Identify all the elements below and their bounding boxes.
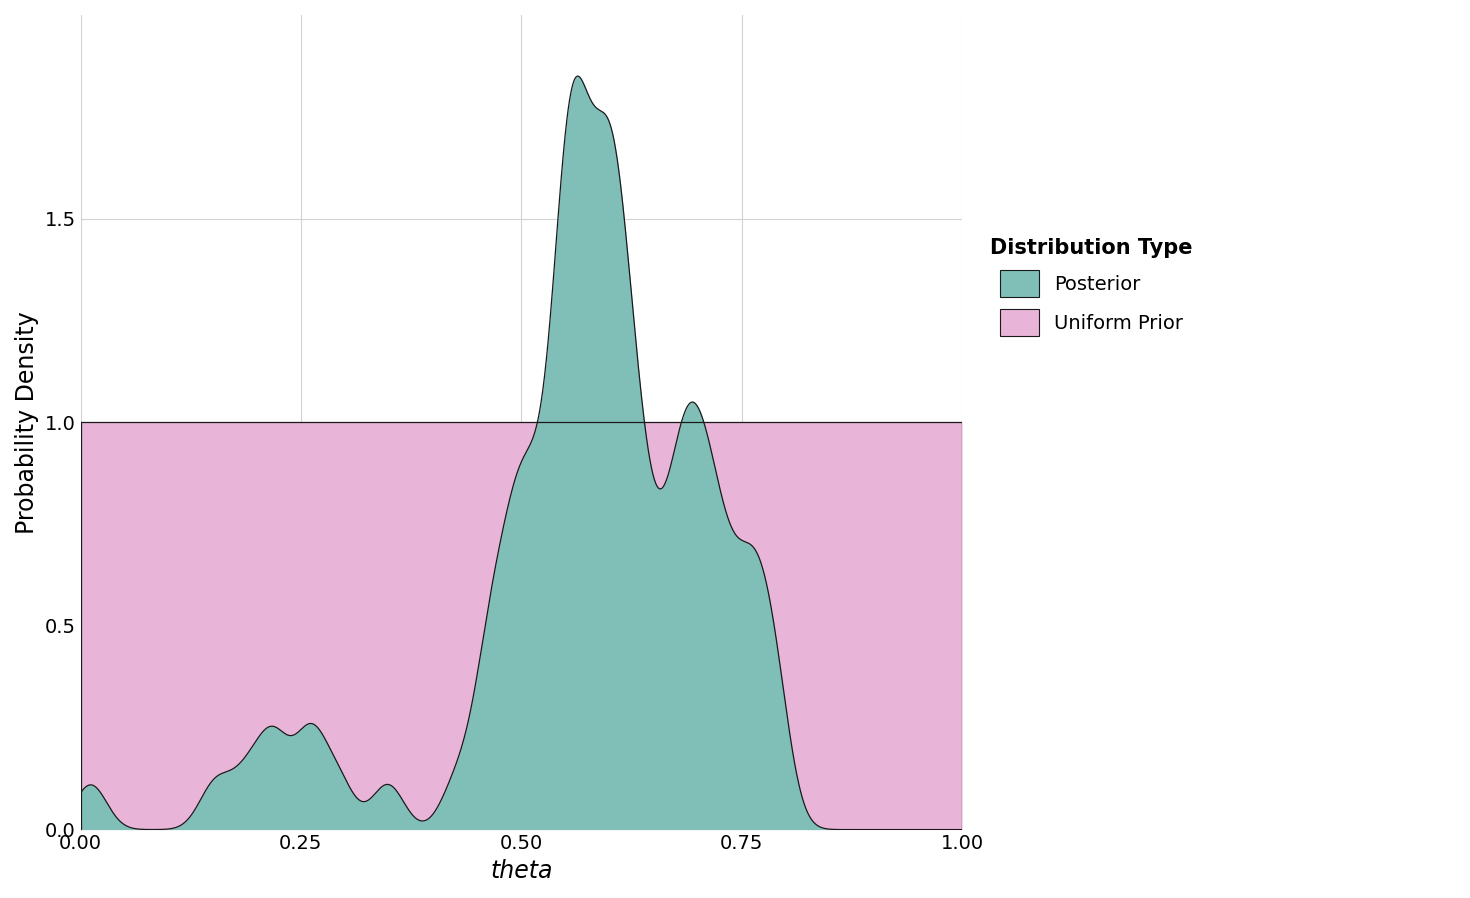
- Y-axis label: Probability Density: Probability Density: [15, 311, 40, 533]
- Legend: Posterior, Uniform Prior: Posterior, Uniform Prior: [980, 228, 1202, 346]
- X-axis label: theta: theta: [490, 859, 553, 883]
